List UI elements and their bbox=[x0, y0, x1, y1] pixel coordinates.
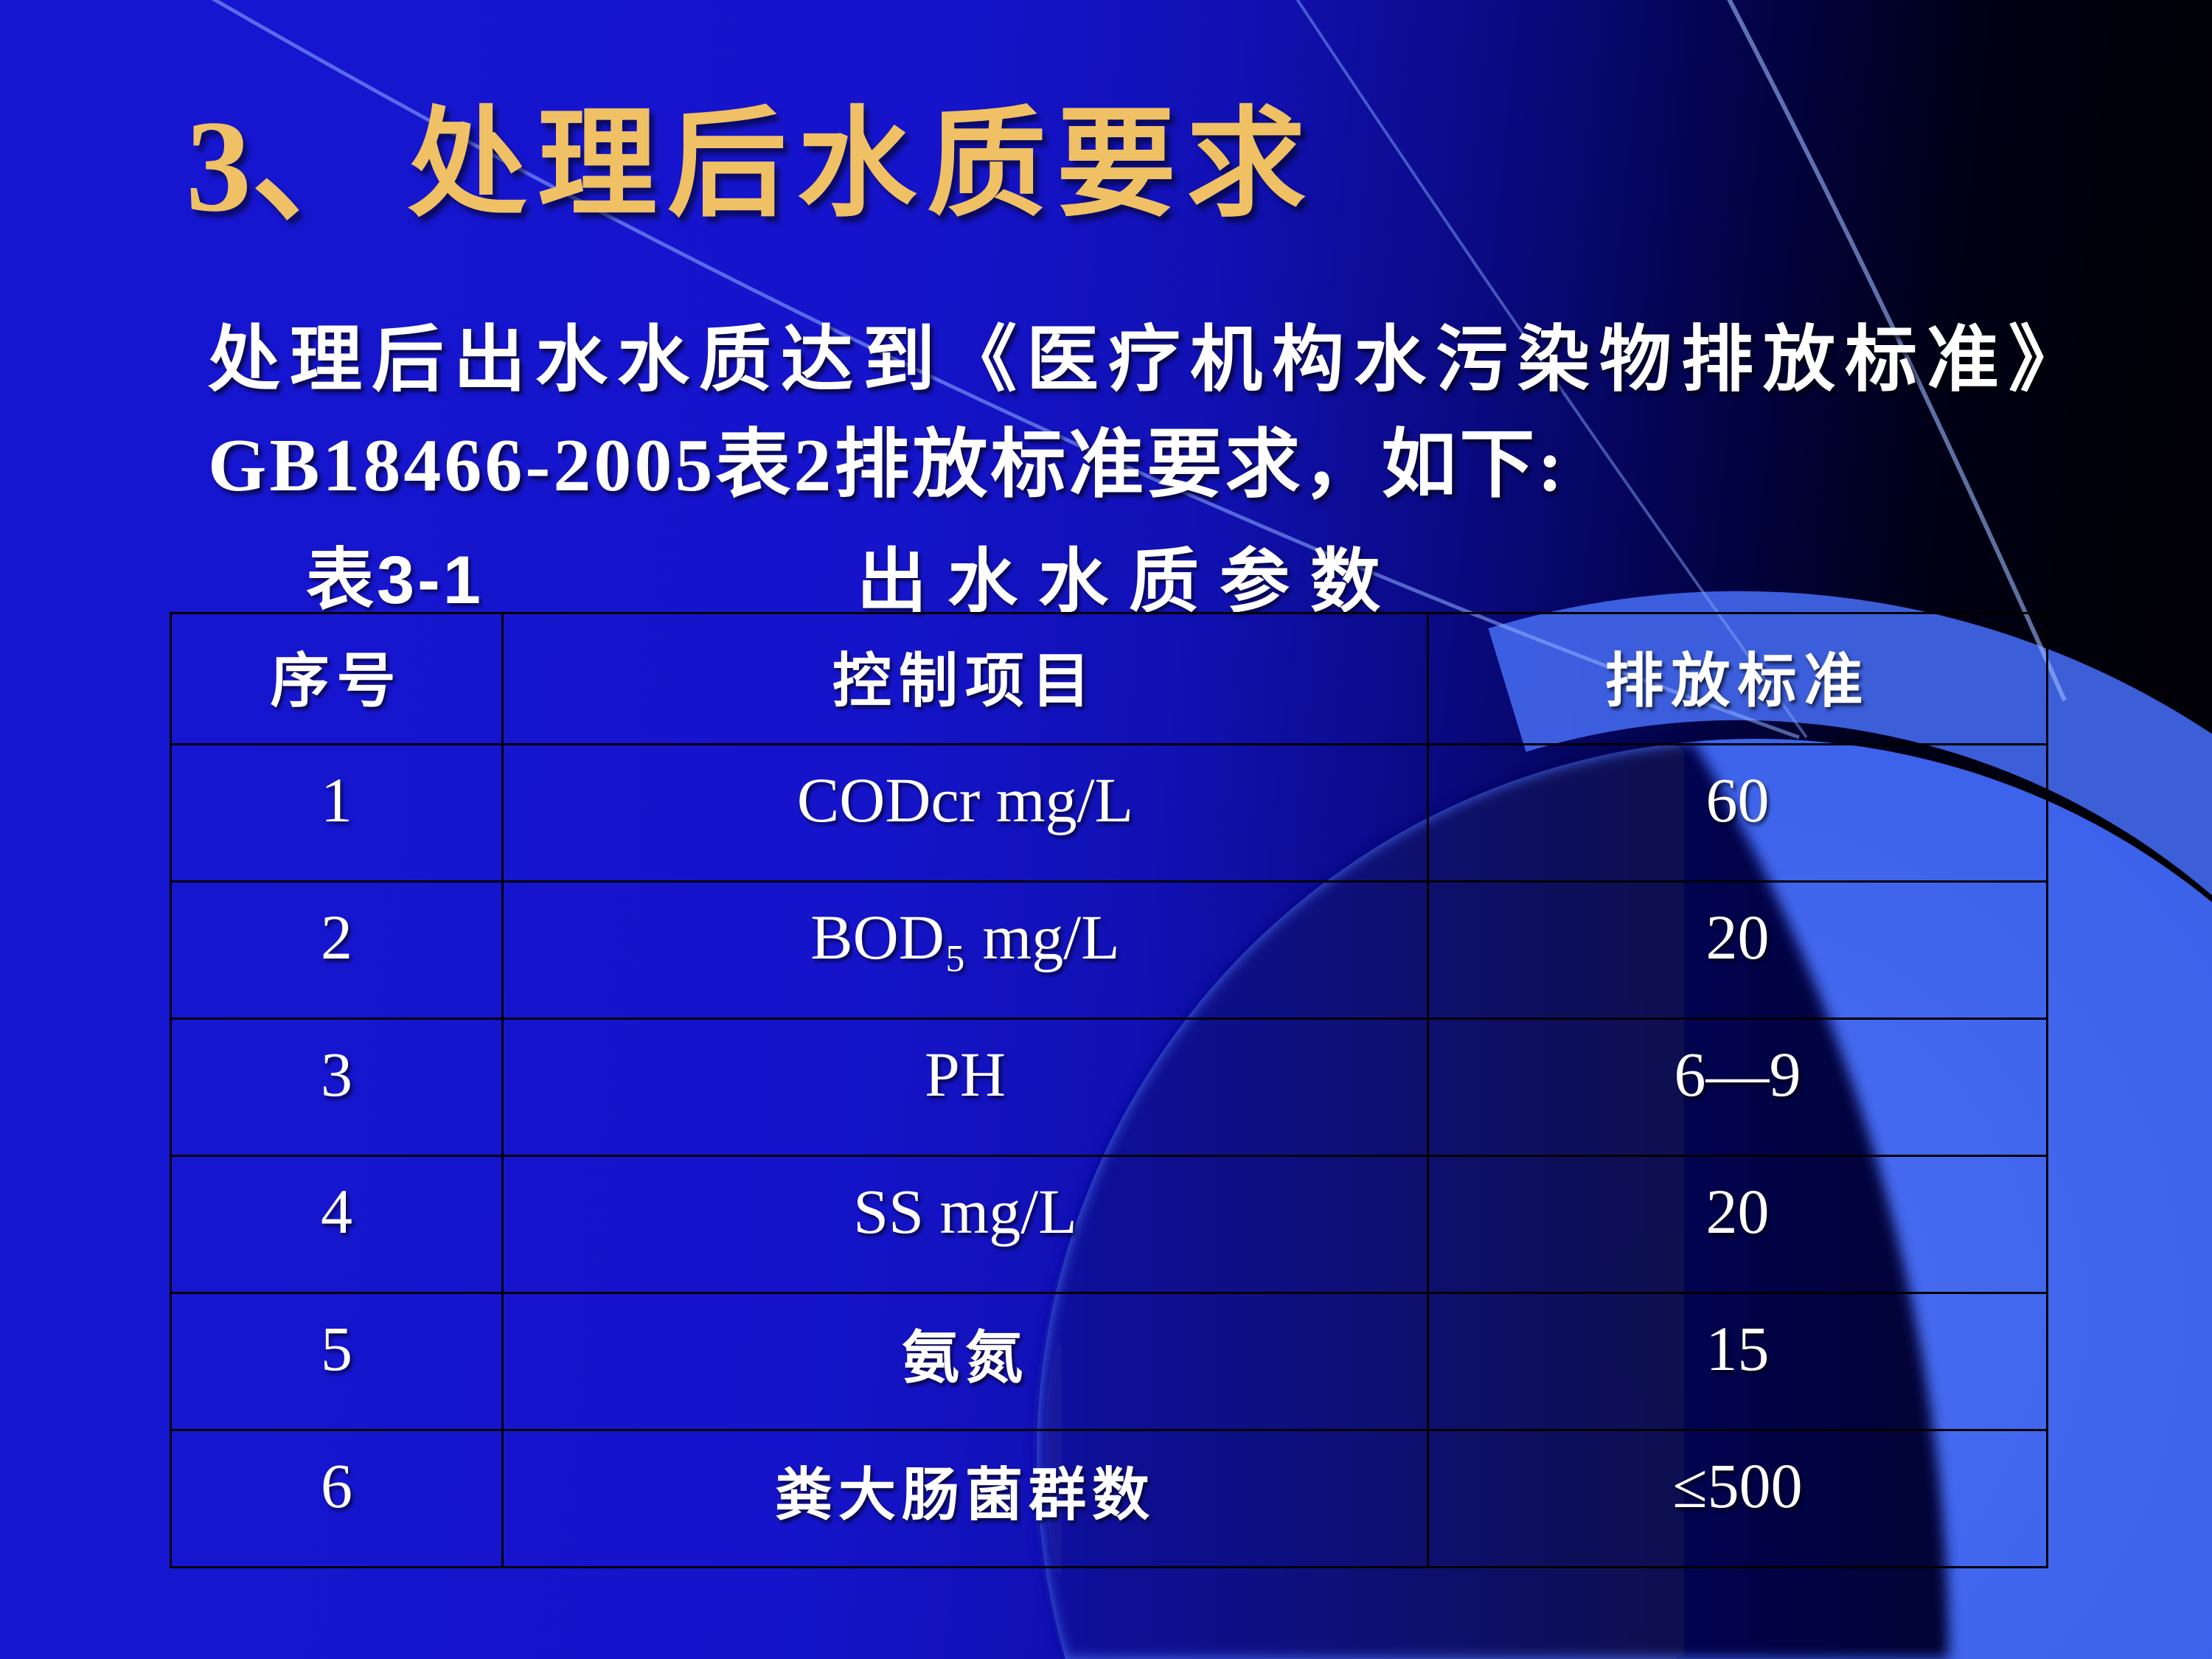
cell-row4-item: SS mg/L bbox=[504, 1157, 1429, 1294]
paragraph-line-2: GB18466-2005表2排放标准要求，如下: bbox=[208, 424, 1566, 507]
title-text: 处理后水质要求 bbox=[408, 100, 1316, 232]
water-quality-table: 序号 控制项目 排放标准 1 CODcr mg/L 60 2 BOD₅ mg/L… bbox=[170, 612, 2048, 1568]
cell-row2-standard: 20 bbox=[1429, 883, 2048, 1020]
arc-line-3 bbox=[1727, 0, 2067, 702]
cell-row4-standard: 20 bbox=[1429, 1157, 2048, 1294]
header-cell-standard: 排放标准 bbox=[1429, 614, 2048, 745]
cell-row5-no: 5 bbox=[172, 1294, 504, 1431]
table-row: 5 氨氮 15 bbox=[172, 1294, 2048, 1431]
cell-row5-standard: 15 bbox=[1429, 1294, 2048, 1431]
header-cell-no: 序号 bbox=[172, 614, 504, 745]
table-row: 1 CODcr mg/L 60 bbox=[172, 745, 2048, 883]
table-row: 4 SS mg/L 20 bbox=[172, 1157, 2048, 1294]
cell-row4-no: 4 bbox=[172, 1157, 504, 1294]
cell-row2-item: BOD₅ mg/L bbox=[504, 883, 1429, 1020]
cell-row1-no: 1 bbox=[172, 745, 504, 883]
table-row: 3 PH 6—9 bbox=[172, 1020, 2048, 1157]
table-caption-title: 出水水质参数 bbox=[857, 543, 1402, 621]
title-number: 3、 bbox=[186, 93, 383, 239]
cell-row6-item: 粪大肠菌群数 bbox=[504, 1431, 1429, 1568]
cell-row5-item: 氨氮 bbox=[504, 1294, 1429, 1431]
table-row: 6 粪大肠菌群数 ≤500 bbox=[172, 1431, 2048, 1568]
table-row: 2 BOD₅ mg/L 20 bbox=[172, 883, 2048, 1020]
paragraph-line-1: 处理后出水水质达到《医疗机构水污染物排放标准》 bbox=[208, 319, 2091, 400]
cell-row3-no: 3 bbox=[172, 1020, 504, 1157]
cell-row2-no: 2 bbox=[172, 883, 504, 1020]
arc-line-1 bbox=[211, 0, 1800, 740]
cell-row3-standard: 6—9 bbox=[1429, 1020, 2048, 1157]
cell-row1-standard: 60 bbox=[1429, 745, 2048, 883]
arc-line-2 bbox=[1295, 0, 1808, 739]
cell-row3-item: PH bbox=[504, 1020, 1429, 1157]
cell-row6-standard: ≤500 bbox=[1429, 1431, 2048, 1568]
table-header-row: 序号 控制项目 排放标准 bbox=[172, 614, 2048, 745]
slide-title: 3、 处理后水质要求 bbox=[186, 94, 1316, 239]
cell-row1-item: CODcr mg/L bbox=[504, 745, 1429, 883]
arc-band bbox=[1488, 591, 2212, 896]
cell-row6-no: 6 bbox=[172, 1431, 504, 1568]
table-caption-label: 表3-1 bbox=[306, 543, 484, 618]
header-cell-item: 控制项目 bbox=[504, 614, 1429, 745]
